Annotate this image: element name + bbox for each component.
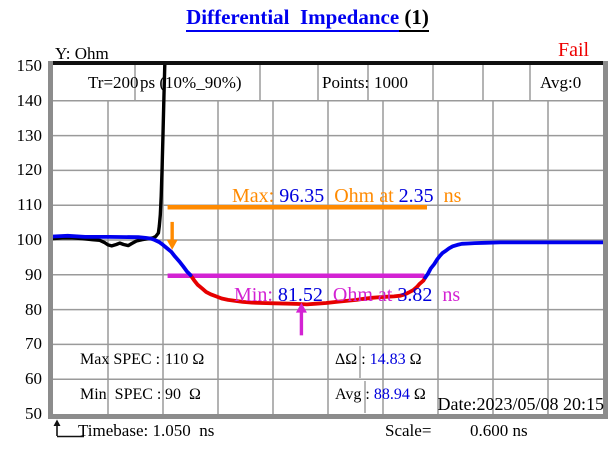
min-annotation-mid: Ohm at [322, 284, 398, 306]
y-tick-label: 130 [16, 125, 43, 145]
delta-colon: : [357, 351, 370, 368]
delta-unit: Ω [405, 351, 422, 368]
date-stamp: Date:2023/05/08 20:15 [437, 394, 604, 414]
y-tick-label: 80 [25, 299, 42, 319]
min-spec-value: 90 Ω [165, 386, 201, 403]
y-tick-label: 50 [25, 404, 42, 423]
delta-label: ΔΩ [335, 351, 358, 368]
header-points-value: 1000 [374, 73, 408, 92]
y-axis-label: Y: Ohm [55, 44, 109, 63]
title-text: Differential Impedance [186, 5, 400, 32]
max-spec-value: 110 Ω [165, 351, 205, 368]
trace-impedance-blue-left [51, 233, 193, 278]
scale-value: 0.600 ns [470, 421, 528, 440]
min-annotation-value: 81.52 [277, 284, 323, 306]
timebase-readout: Timebase: 1.050 ns [78, 421, 215, 440]
min-annotation-label: Min: [234, 284, 278, 306]
y-tick-label: 150 [16, 56, 43, 75]
trace-step-black [51, 62, 167, 248]
max-annotation-mid: Ohm at [324, 185, 399, 207]
max-annotation-unit: ns [433, 185, 462, 207]
avg-colon: : [361, 386, 374, 403]
avg-unit: Ω [409, 386, 426, 403]
min-annotation-unit: ns [432, 284, 461, 306]
trace-impedance-red-below-spec [188, 273, 428, 307]
y-tick-label: 70 [25, 334, 42, 354]
y-tick-label: 100 [16, 230, 43, 249]
min-arrow-head [295, 302, 307, 313]
title-channel: (1) [399, 5, 429, 32]
avg-value: 88.94 [373, 386, 410, 403]
average-impedance-row: Avg : 88.94 Ω [335, 386, 426, 404]
y-tick-label: 110 [17, 195, 42, 215]
page-title: Differential Impedance (1) [0, 5, 615, 32]
max-annotation: Max: 96.35 Ohm at 2.35 ns [232, 185, 461, 208]
status-badge: Fail [558, 39, 590, 61]
max-annotation-label: Max: [232, 185, 280, 207]
x-origin-arrow-head-icon [53, 419, 61, 426]
y-tick-label: 140 [16, 90, 43, 110]
max-spec-label: Max SPEC : [80, 351, 161, 368]
y-tick-label: 60 [25, 369, 42, 389]
y-tick-label: 90 [25, 264, 42, 284]
delta-impedance-row: ΔΩ : 14.83 Ω [335, 351, 422, 369]
delta-value: 14.83 [369, 351, 406, 368]
y-tick-label: 120 [16, 160, 43, 180]
max-annotation-value: 96.35 [279, 185, 325, 207]
header-rise-time: Tr=200 [88, 73, 139, 92]
scale-label: Scale= [385, 421, 432, 440]
max-arrow-head [166, 239, 178, 250]
header-avg-count: Avg:0 [540, 73, 582, 92]
trace-impedance-blue-right [423, 240, 605, 280]
min-annotation-time: 3.82 [397, 284, 433, 306]
header-rise-time-detail: ps (10%_90%) [140, 73, 242, 92]
header-points-label: Points: [322, 73, 370, 92]
min-annotation: Min: 81.52 Ohm at 3.82 ns [234, 284, 460, 307]
min-spec-label: Min SPEC : [80, 386, 162, 403]
max-annotation-time: 2.35 [398, 185, 434, 207]
avg-label: Avg [335, 386, 362, 403]
